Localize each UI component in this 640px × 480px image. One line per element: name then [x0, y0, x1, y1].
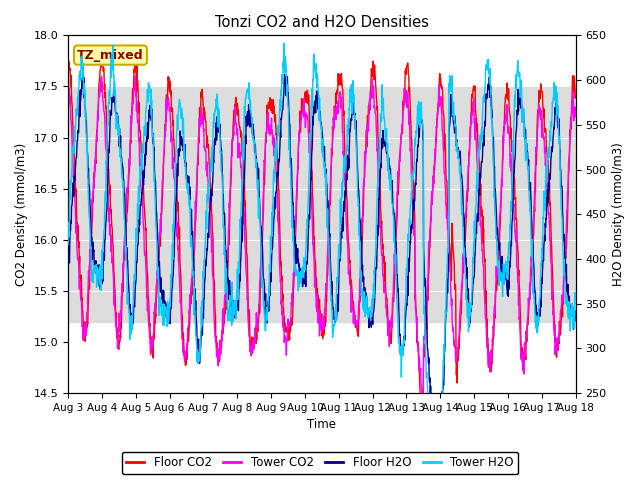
Tower CO2 — [98, 73, 106, 79]
Title: Tonzi CO2 and H2O Densities: Tonzi CO2 and H2O Densities — [215, 15, 429, 30]
X-axis label: Time: Time — [307, 419, 336, 432]
Tower CO2 — [572, 114, 579, 120]
Tower H2O — [280, 40, 288, 46]
Tower H2O — [64, 242, 72, 248]
Tower CO2 — [165, 99, 173, 105]
Tower CO2 — [401, 96, 408, 101]
Floor H2O — [467, 308, 475, 314]
Floor CO2 — [572, 94, 579, 99]
Floor H2O — [177, 138, 185, 144]
Floor H2O — [401, 333, 408, 338]
Line: Floor H2O: Floor H2O — [68, 74, 575, 437]
Floor CO2 — [467, 116, 475, 122]
Line: Tower H2O: Tower H2O — [68, 43, 575, 463]
Tower CO2 — [177, 313, 185, 319]
Floor CO2 — [98, 43, 106, 48]
Floor H2O — [572, 308, 579, 314]
Floor H2O — [79, 71, 87, 77]
Tower H2O — [164, 318, 172, 324]
Bar — [68, 86, 575, 322]
Floor CO2 — [165, 75, 173, 81]
Tower H2O — [512, 75, 520, 81]
Tower H2O — [572, 300, 579, 306]
Floor H2O — [165, 313, 173, 319]
Tower H2O — [467, 305, 475, 311]
Text: TZ_mixed: TZ_mixed — [77, 48, 144, 61]
Floor H2O — [234, 298, 242, 303]
Floor H2O — [435, 434, 443, 440]
Tower CO2 — [234, 155, 242, 160]
Floor CO2 — [419, 433, 427, 439]
Tower CO2 — [419, 399, 427, 405]
Tower H2O — [234, 282, 241, 288]
Floor CO2 — [177, 288, 185, 294]
Y-axis label: CO2 Density (mmol/m3): CO2 Density (mmol/m3) — [15, 143, 28, 286]
Floor CO2 — [64, 52, 72, 58]
Y-axis label: H2O Density (mmol/m3): H2O Density (mmol/m3) — [612, 143, 625, 286]
Tower CO2 — [467, 112, 475, 118]
Line: Floor CO2: Floor CO2 — [68, 46, 575, 436]
Floor CO2 — [401, 86, 408, 92]
Floor CO2 — [512, 217, 520, 223]
Floor H2O — [64, 254, 72, 260]
Tower CO2 — [64, 101, 72, 107]
Tower H2O — [177, 109, 185, 115]
Line: Tower CO2: Tower CO2 — [68, 76, 575, 402]
Floor H2O — [512, 130, 520, 136]
Tower H2O — [429, 460, 436, 466]
Tower CO2 — [512, 239, 520, 245]
Tower H2O — [401, 317, 408, 323]
Legend: Floor CO2, Tower CO2, Floor H2O, Tower H2O: Floor CO2, Tower CO2, Floor H2O, Tower H… — [122, 452, 518, 474]
Floor CO2 — [234, 113, 242, 119]
